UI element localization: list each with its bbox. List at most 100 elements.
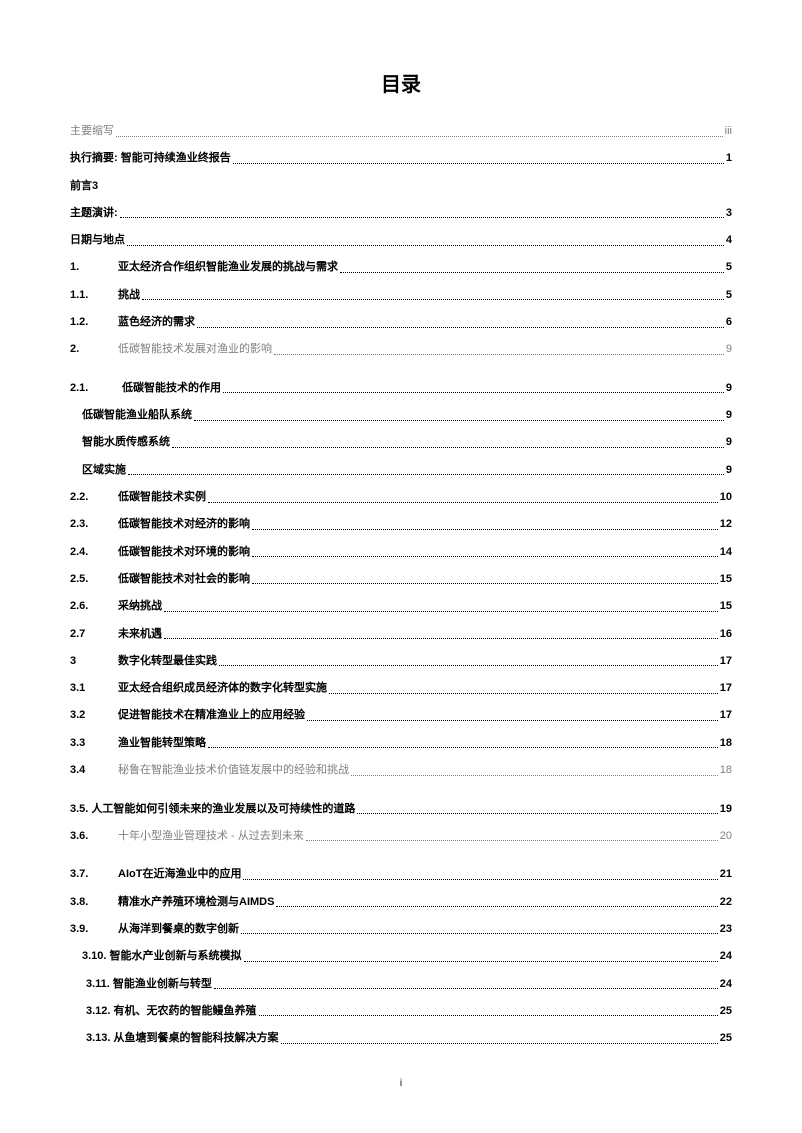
toc-entry-label: 未来机遇 bbox=[118, 626, 162, 643]
toc-entry-label: 区域实施 bbox=[82, 462, 126, 479]
toc-entry-number: 3 bbox=[70, 653, 118, 670]
toc-entry-number: 3.2 bbox=[70, 707, 118, 724]
toc-entry-label: AIoT在近海渔业中的应用 bbox=[118, 866, 241, 883]
toc-leader bbox=[329, 693, 718, 694]
toc-entry-label: 低碳智能技术对环境的影响 bbox=[118, 544, 250, 561]
toc-leader bbox=[307, 720, 718, 721]
toc-leader bbox=[223, 392, 724, 393]
toc-entry: 2.1.低碳智能技术的作用 9 bbox=[70, 380, 732, 397]
toc-leader bbox=[127, 245, 724, 246]
toc-entry: 日期与地点4 bbox=[70, 232, 732, 249]
toc-entry: 1.亚太经济合作组织智能渔业发展的挑战与需求 5 bbox=[70, 259, 732, 276]
toc-entry: 2.5.低碳智能技术对社会的影响15 bbox=[70, 571, 732, 588]
toc-entry-page: 25 bbox=[720, 1030, 732, 1047]
toc-entry-number: 2.7 bbox=[70, 626, 118, 643]
toc-entry-page: 18 bbox=[720, 735, 732, 752]
toc-entry-number: 2.1. bbox=[70, 380, 122, 397]
toc-entry-label: 3.12. 有机、无农药的智能鳗鱼养殖 bbox=[86, 1003, 257, 1020]
toc-entry-page: 9 bbox=[726, 380, 732, 397]
toc-entry-number: 3.6. bbox=[70, 828, 118, 845]
toc-entry: 3.9. 从海洋到餐桌的数字创新23 bbox=[70, 921, 732, 938]
toc-entry-page: 21 bbox=[720, 866, 732, 883]
toc-entry-label: 亚太经济合作组织智能渔业发展的挑战与需求 bbox=[118, 259, 338, 276]
toc-entry-label: 日期与地点 bbox=[70, 232, 125, 249]
toc-entry-page: 5 bbox=[726, 287, 732, 304]
toc-leader bbox=[351, 775, 718, 776]
toc-entry: 2.7未来机遇16 bbox=[70, 626, 732, 643]
toc-entry-page: 5 bbox=[726, 259, 732, 276]
toc-entry-number: 1. bbox=[70, 259, 118, 276]
toc-entry-number: 2. bbox=[70, 341, 118, 358]
toc-entry-number: 2.3. bbox=[70, 516, 118, 533]
toc-entry-label: 执行摘要: 智能可持续渔业终报告 bbox=[70, 150, 231, 167]
toc-entry-label: 低碳智能技术实例 bbox=[118, 489, 206, 506]
toc-leader bbox=[128, 474, 724, 475]
toc-title: 目录 bbox=[70, 68, 732, 97]
toc-entry-number: 3.7. bbox=[70, 866, 118, 883]
toc-entry-page: 3 bbox=[726, 205, 732, 222]
toc-leader bbox=[244, 961, 718, 962]
toc-leader bbox=[233, 163, 724, 164]
toc-entry-label: 3.10. 智能水产业创新与系统模拟 bbox=[82, 948, 242, 965]
toc-entry-page: 15 bbox=[720, 598, 732, 615]
toc-entry-number: 3.8. bbox=[70, 894, 118, 911]
toc-entry-label: 亚太经合组织成员经济体的数字化转型实施 bbox=[118, 680, 327, 697]
toc-leader bbox=[241, 933, 718, 934]
toc-entry: 前言3 bbox=[70, 178, 732, 195]
toc-entry-page: iii bbox=[725, 123, 732, 140]
toc-entry-label: 3.5. 人工智能如何引领未来的渔业发展以及可持续性的道路 bbox=[70, 801, 355, 818]
toc-entry-page: 18 bbox=[720, 762, 732, 779]
toc-entry-label: 低碳智能技术对经济的影响 bbox=[118, 516, 250, 533]
toc-entry-page: 17 bbox=[720, 653, 732, 670]
toc-entry-page: 15 bbox=[720, 571, 732, 588]
toc-entry: 2.6.采纳挑战15 bbox=[70, 598, 732, 615]
toc-leader bbox=[120, 217, 724, 218]
toc-entry-page: 23 bbox=[720, 921, 732, 938]
toc-entry-label: 十年小型渔业管理技术 - 从过去到未来 bbox=[118, 828, 304, 845]
toc-entry: 3.3渔业智能转型策略 18 bbox=[70, 735, 732, 752]
toc-entry-label: 促进智能技术在精准渔业上的应用经验 bbox=[118, 707, 305, 724]
toc-entry: 3.8.精准水产养殖环境检测与AIMDS 22 bbox=[70, 894, 732, 911]
toc-entry-page: 25 bbox=[720, 1003, 732, 1020]
toc-leader bbox=[208, 747, 718, 748]
toc-entry-label: 秘鲁在智能渔业技术价值链发展中的经验和挑战 bbox=[118, 762, 349, 779]
toc-leader bbox=[252, 529, 718, 530]
toc-entry: 3.1亚太经合组织成员经济体的数字化转型实施 17 bbox=[70, 680, 732, 697]
toc-entry: 2.4.低碳智能技术对环境的影响14 bbox=[70, 544, 732, 561]
toc-entry-label: 3.13. 从鱼塘到餐桌的智能科技解决方案 bbox=[86, 1030, 279, 1047]
toc-entry-page: 19 bbox=[720, 801, 732, 818]
toc-leader bbox=[164, 638, 718, 639]
toc-entry-number: 3.3 bbox=[70, 735, 118, 752]
toc-leader bbox=[164, 611, 718, 612]
toc-leader bbox=[116, 136, 723, 137]
toc-entry-number: 1.1. bbox=[70, 287, 118, 304]
toc-entry-page: 20 bbox=[720, 828, 732, 845]
toc-entry: 1.2.蓝色经济的需求6 bbox=[70, 314, 732, 331]
toc-entry-number: 3.1 bbox=[70, 680, 118, 697]
toc-entry: 3.2促进智能技术在精准渔业上的应用经验 17 bbox=[70, 707, 732, 724]
toc-entry: 3.11. 智能渔业创新与转型24 bbox=[70, 976, 732, 993]
toc-entry: 2.低碳智能技术发展对渔业的影响9 bbox=[70, 341, 732, 358]
toc-entry-page: 9 bbox=[726, 434, 732, 451]
toc-entry-page: 17 bbox=[720, 680, 732, 697]
toc-leader bbox=[208, 502, 718, 503]
toc-leader bbox=[243, 879, 717, 880]
toc-entry-page: 24 bbox=[720, 976, 732, 993]
toc-entry-label: 低碳智能技术的作用 bbox=[122, 380, 221, 397]
toc-entry-label: 精准水产养殖环境检测与AIMDS bbox=[118, 894, 274, 911]
toc-leader bbox=[276, 906, 717, 907]
toc-entry-page: 9 bbox=[726, 341, 732, 358]
toc-entry-label: 渔业智能转型策略 bbox=[118, 735, 206, 752]
toc-entry: 3.5. 人工智能如何引领未来的渔业发展以及可持续性的道路 19 bbox=[70, 801, 732, 818]
toc-leader bbox=[274, 354, 724, 355]
toc-entry-page: 24 bbox=[720, 948, 732, 965]
toc-leader bbox=[219, 665, 718, 666]
toc-entry: 3.4秘鲁在智能渔业技术价值链发展中的经验和挑战18 bbox=[70, 762, 732, 779]
toc-entry-page: 17 bbox=[720, 707, 732, 724]
toc-entry: 3数字化转型最佳实践17 bbox=[70, 653, 732, 670]
toc-leader bbox=[306, 840, 718, 841]
toc-entry-page: 10 bbox=[720, 489, 732, 506]
toc-leader bbox=[357, 813, 717, 814]
toc-entry-number: 2.4. bbox=[70, 544, 118, 561]
toc-entry-page: 22 bbox=[720, 894, 732, 911]
